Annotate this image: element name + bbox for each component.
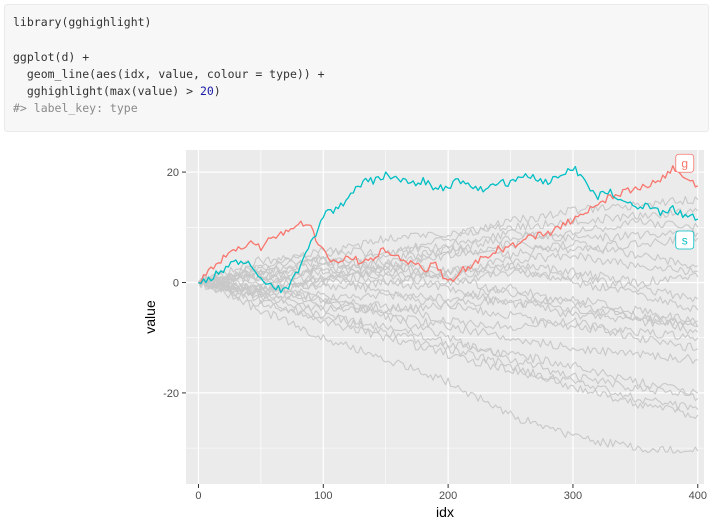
code-comment: #> label_key: type bbox=[13, 101, 138, 116]
y-axis-title: value bbox=[142, 300, 158, 334]
background-series-line bbox=[198, 274, 699, 335]
background-series-line bbox=[198, 256, 698, 328]
label-text: g bbox=[681, 157, 688, 171]
code-block: library(gghighlight) ggplot(d) + geom_li… bbox=[4, 4, 709, 132]
code-line: library(gghighlight) bbox=[13, 15, 152, 29]
series-labels: gs bbox=[675, 153, 695, 250]
series-label-s: s bbox=[675, 230, 695, 250]
x-tick-label: 400 bbox=[689, 490, 707, 502]
background-series-line bbox=[198, 208, 699, 283]
background-series-line bbox=[198, 282, 699, 454]
code-line: geom_line(aes(idx, value, colour = type)… bbox=[13, 66, 325, 81]
background-series-line bbox=[198, 262, 699, 296]
x-tick-label: 300 bbox=[564, 490, 582, 502]
series-line-s bbox=[198, 165, 699, 294]
code-number: 20 bbox=[199, 84, 214, 99]
background-series-line bbox=[198, 195, 699, 285]
x-axis-title: idx bbox=[436, 504, 454, 520]
code-line: ggplot(d) + bbox=[13, 49, 90, 64]
x-tick-label: 200 bbox=[439, 490, 457, 502]
y-tick-label: -20 bbox=[163, 388, 179, 400]
label-text: s bbox=[682, 233, 688, 247]
y-tick-label: 0 bbox=[173, 277, 179, 289]
label-box bbox=[675, 153, 695, 173]
y-tick-label: 20 bbox=[167, 167, 179, 179]
series-label-g: g bbox=[675, 153, 695, 173]
background-series-line bbox=[198, 278, 699, 342]
background-series-line bbox=[198, 262, 699, 312]
code-line: gghighlight(max(value) > 20) bbox=[13, 84, 221, 99]
background-series-line bbox=[198, 277, 699, 402]
x-tick-label: 0 bbox=[195, 490, 201, 502]
highlighted-series bbox=[198, 165, 699, 294]
background-series-line bbox=[198, 281, 699, 411]
background-series-line bbox=[198, 280, 699, 419]
background-series-line bbox=[198, 234, 699, 285]
background-series-line bbox=[198, 278, 699, 352]
label-box bbox=[675, 230, 695, 250]
x-tick-label: 100 bbox=[314, 490, 332, 502]
background-series-line bbox=[198, 267, 698, 323]
series-line-g bbox=[198, 165, 699, 284]
background-series-line bbox=[198, 262, 699, 303]
